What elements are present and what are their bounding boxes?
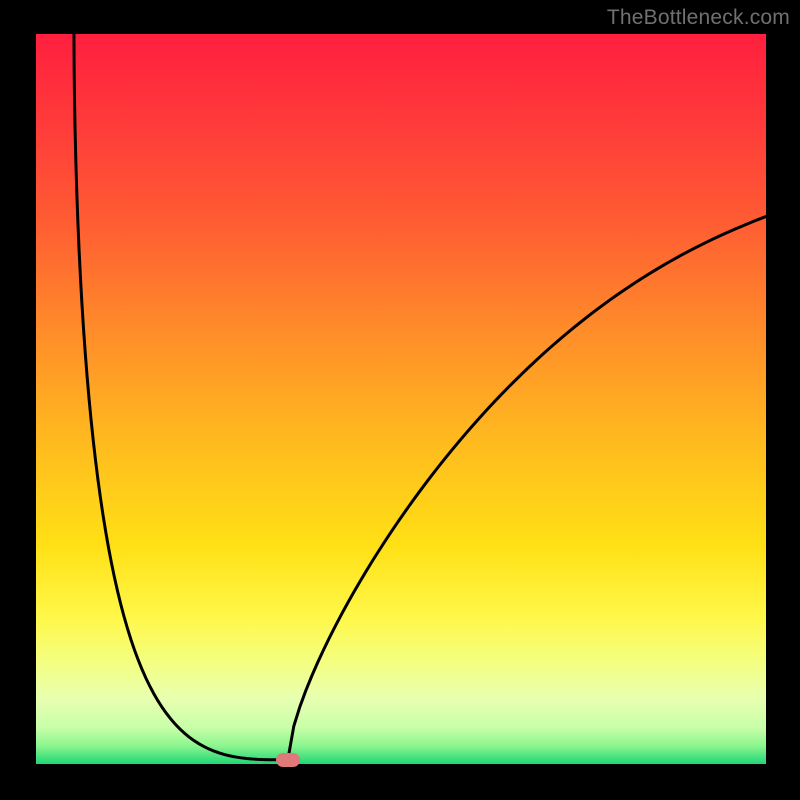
chart-frame: TheBottleneck.com (0, 0, 800, 800)
bottleneck-curve (74, 34, 766, 760)
vertex-marker (276, 753, 300, 767)
plot-area (36, 34, 766, 764)
bottleneck-curve-svg (36, 34, 766, 764)
watermark-text: TheBottleneck.com (607, 6, 790, 30)
